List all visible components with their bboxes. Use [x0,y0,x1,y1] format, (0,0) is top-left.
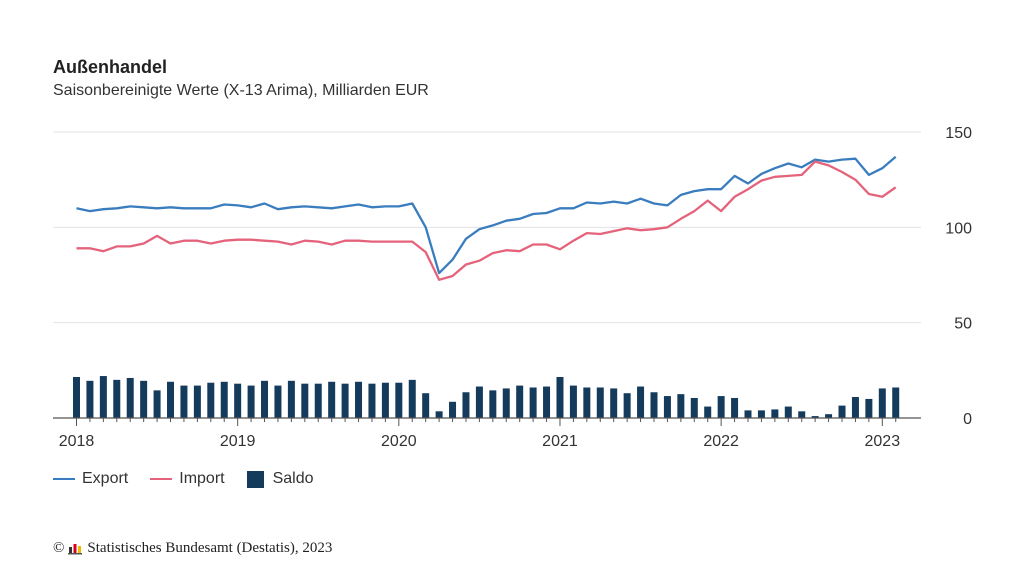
saldo-bar [180,385,188,418]
saldo-bar [274,385,282,418]
saldo-bar [663,396,671,418]
saldo-bar [838,405,846,418]
saldo-swatch [246,470,264,488]
saldo-bar [556,377,564,418]
saldo-bar [610,388,618,418]
saldo-bar [892,387,900,418]
chart-title: Außenhandel [53,57,168,77]
saldo-bar [395,382,403,418]
saldo-bar [328,381,336,418]
source-text: Statistisches Bundesamt (Destatis), 2023 [87,540,333,556]
saldo-bar [717,396,725,418]
x-axis: 2018 2019 2020 2021 2022 2023 [53,417,921,450]
saldo-bar [502,388,510,418]
x-tick-label: 2021 [542,433,578,450]
saldo-bar [234,383,242,418]
y-tick-label: 100 [945,220,972,237]
saldo-bar [489,390,497,418]
saldo-bar [529,387,537,418]
saldo-bar [247,385,255,418]
x-tick-label: 2023 [865,433,901,450]
saldo-bar [368,383,376,418]
legend-item-export[interactable]: Export [53,470,128,488]
saldo-bar [771,409,779,418]
saldo-bars [73,376,900,418]
saldo-bar [784,406,792,418]
saldo-bar [596,387,604,418]
chart-legend: Export Import Saldo [53,470,336,488]
x-tick-label: 2022 [703,433,739,450]
saldo-bar [744,410,752,418]
chart-plot: 2018 2019 2020 2021 2022 2023 150 100 50 0 [53,125,972,450]
saldo-bar [153,390,161,418]
destatis-logo-icon [68,543,83,555]
saldo-bar [475,386,483,418]
saldo-bar [435,411,443,418]
line-export [76,155,897,275]
saldo-bar [261,380,269,418]
saldo-bar [381,382,389,418]
saldo-bar [583,387,591,418]
saldo-bar [516,385,524,418]
saldo-bar [408,379,416,418]
x-tick-label: 2018 [59,433,95,450]
export-swatch [53,477,75,481]
saldo-bar [462,392,470,418]
saldo-bar [140,380,148,418]
saldo-bar [569,385,577,418]
y-tick-label: 50 [954,316,972,333]
saldo-bar [287,380,295,418]
legend-label-import: Import [179,470,225,487]
saldo-bar [543,386,551,418]
saldo-bar [449,401,457,418]
saldo-bar [86,380,94,418]
saldo-bar [637,386,645,418]
y-axis-labels: 150 100 50 0 [945,125,972,428]
saldo-bar [798,411,806,418]
chart-subtitle: Saisonbereinigte Werte (X-13 Arima), Mil… [53,82,429,99]
saldo-bar [355,381,363,418]
saldo-bar [704,406,712,418]
saldo-bar [341,383,349,418]
series-lines [76,155,897,281]
legend-item-import[interactable]: Import [150,470,225,488]
line-import [76,160,897,281]
saldo-bar [878,388,886,418]
saldo-bar [99,376,107,418]
saldo-bar [113,379,121,418]
saldo-bar [207,382,215,418]
source-footer: © Statistisches Bundesamt (Destatis), 20… [53,540,332,557]
saldo-bar [811,416,819,418]
saldo-bar [422,393,430,418]
saldo-bar [851,397,859,418]
saldo-bar [650,392,658,418]
saldo-bar [193,385,201,418]
saldo-bar [825,414,833,418]
saldo-bar [623,393,631,418]
saldo-bar [677,394,685,418]
x-tick-label: 2019 [220,433,256,450]
import-swatch [150,477,173,481]
saldo-bar [314,383,322,418]
saldo-bar [73,377,80,418]
copyright-symbol: © [53,540,65,556]
saldo-bar [220,381,228,418]
legend-label-saldo: Saldo [272,470,314,487]
saldo-bar [167,381,175,418]
saldo-bar [126,377,134,418]
saldo-bar [865,398,873,418]
saldo-bar [757,410,765,418]
saldo-bar [690,397,698,418]
x-tick-label: 2020 [381,433,417,450]
y-tick-label: 0 [963,411,972,428]
saldo-bar [301,383,309,418]
legend-item-saldo[interactable]: Saldo [246,470,314,488]
legend-label-export: Export [82,470,129,487]
y-tick-label: 150 [945,125,972,142]
saldo-bar [731,397,739,418]
